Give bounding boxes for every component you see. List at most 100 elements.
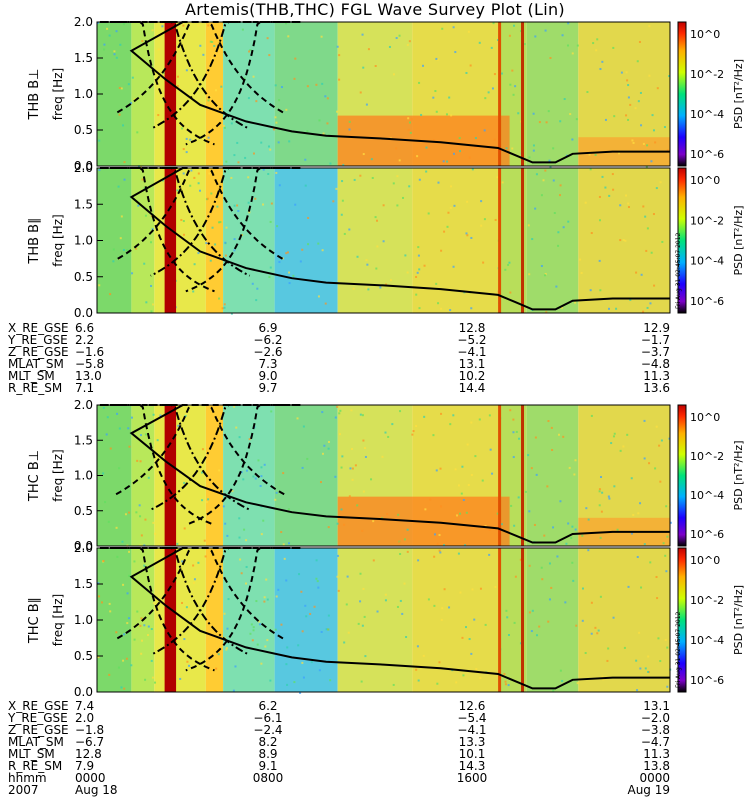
noise-speck — [372, 520, 375, 523]
noise-speck — [223, 303, 226, 306]
noise-speck — [211, 57, 214, 60]
noise-speck — [631, 139, 634, 142]
noise-speck — [118, 113, 121, 116]
noise-speck — [218, 297, 221, 300]
noise-speck — [598, 504, 601, 507]
noise-speck — [147, 634, 150, 637]
noise-speck — [105, 433, 108, 436]
noise-speck — [543, 274, 546, 277]
noise-speck — [301, 466, 304, 469]
noise-speck — [512, 431, 515, 434]
noise-speck — [528, 510, 531, 513]
noise-speck — [433, 555, 436, 558]
noise-speck — [460, 492, 463, 495]
noise-speck — [359, 413, 362, 416]
ephemeris-row-label: Z_RE_GSE — [8, 723, 69, 737]
noise-speck — [623, 646, 626, 649]
noise-speck — [514, 85, 517, 88]
noise-speck — [424, 508, 427, 511]
noise-speck — [420, 113, 423, 116]
colorbar — [677, 547, 687, 693]
noise-speck — [590, 232, 593, 235]
noise-speck — [226, 627, 229, 630]
noise-speck — [156, 439, 159, 442]
noise-speck — [590, 414, 593, 417]
noise-speck — [341, 180, 344, 183]
noise-speck — [446, 160, 449, 163]
noise-speck — [666, 646, 669, 649]
ephemeris-value: 13.6 — [643, 381, 670, 395]
noise-speck — [262, 519, 265, 522]
noise-speck — [127, 427, 130, 430]
noise-speck — [118, 86, 121, 89]
noise-speck — [596, 38, 599, 41]
noise-speck — [507, 634, 510, 637]
noise-speck — [362, 587, 365, 590]
ephemeris-value: 6.9 — [258, 321, 277, 335]
noise-speck — [128, 617, 131, 620]
noise-speck — [207, 24, 210, 27]
ephemeris-value: −3.8 — [641, 723, 670, 737]
noise-speck — [652, 129, 655, 132]
noise-speck — [231, 490, 234, 493]
noise-speck — [653, 284, 656, 287]
noise-speck — [255, 299, 258, 302]
noise-speck — [511, 69, 514, 72]
noise-speck — [556, 555, 559, 558]
noise-speck — [254, 477, 257, 480]
noise-speck — [254, 197, 257, 200]
noise-speck — [437, 302, 440, 305]
noise-speck — [401, 612, 404, 615]
noise-speck — [224, 254, 227, 257]
noise-speck — [434, 533, 437, 536]
noise-speck — [182, 233, 185, 236]
noise-speck — [418, 178, 421, 181]
noise-speck — [403, 582, 406, 585]
noise-speck — [162, 71, 165, 74]
noise-speck — [190, 169, 193, 172]
noise-speck — [608, 497, 611, 500]
noise-speck — [494, 292, 497, 295]
noise-speck — [115, 56, 118, 59]
noise-speck — [410, 118, 413, 121]
noise-speck — [189, 138, 192, 141]
noise-speck — [579, 258, 582, 261]
noise-speck — [598, 259, 601, 262]
colorbar-label: PSD [nT²/Hz] — [732, 59, 745, 129]
noise-speck — [452, 414, 455, 417]
noise-speck — [634, 107, 637, 110]
noise-speck — [436, 542, 439, 545]
noise-speck — [256, 287, 259, 290]
noise-speck — [357, 622, 360, 625]
noise-speck — [176, 75, 179, 78]
noise-speck — [465, 232, 468, 235]
noise-speck — [392, 683, 395, 686]
noise-speck — [494, 218, 497, 221]
noise-speck — [497, 38, 500, 41]
noise-speck — [217, 221, 220, 224]
noise-speck — [237, 161, 240, 164]
noise-speck — [152, 413, 155, 416]
noise-speck — [179, 677, 182, 680]
noise-speck — [128, 574, 131, 577]
noise-speck — [192, 564, 195, 567]
noise-speck — [598, 195, 601, 198]
noise-speck — [341, 455, 344, 458]
noise-speck — [118, 427, 121, 430]
noise-speck — [602, 678, 605, 681]
noise-speck — [658, 444, 661, 447]
noise-speck — [445, 113, 448, 116]
noise-speck — [250, 623, 253, 626]
noise-speck — [98, 169, 101, 172]
noise-speck — [347, 631, 350, 634]
noise-speck — [133, 560, 136, 563]
noise-speck — [252, 475, 255, 478]
noise-speck — [249, 49, 252, 52]
spectral-band — [274, 22, 338, 166]
noise-speck — [555, 285, 558, 288]
noise-speck — [268, 54, 271, 57]
noise-speck — [488, 553, 491, 556]
noise-speck — [484, 97, 487, 100]
noise-speck — [125, 657, 128, 660]
noise-speck — [362, 66, 365, 69]
